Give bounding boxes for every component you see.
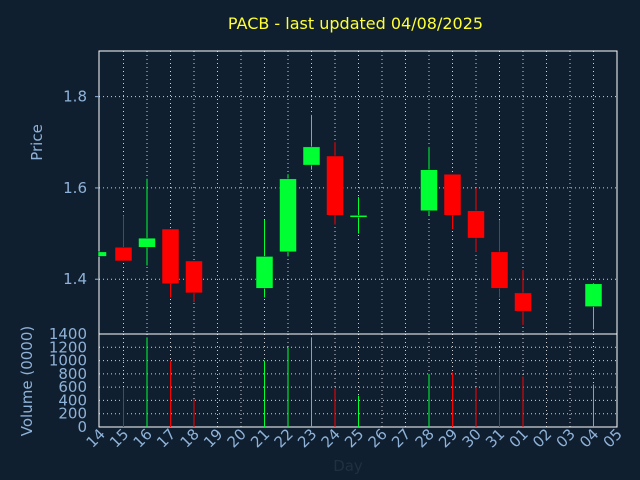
x-tick-label: 01 xyxy=(506,425,532,451)
x-tick-label: 31 xyxy=(482,425,508,451)
x-tick-label: 04 xyxy=(576,425,602,451)
x-tick-label: 25 xyxy=(341,425,367,451)
x-tick-label: 27 xyxy=(388,425,414,451)
x-tick-label: 05 xyxy=(600,425,626,451)
volume-y-tick-label: 1400 xyxy=(49,325,87,343)
candle-body xyxy=(584,283,603,307)
x-tick-label: 20 xyxy=(224,425,250,451)
volume-y-tick-label: 400 xyxy=(58,391,87,409)
x-tick-label: 23 xyxy=(294,425,320,451)
x-tick-label: 21 xyxy=(247,425,273,451)
candle-body xyxy=(467,210,485,239)
x-axis-label: Day xyxy=(333,457,363,475)
x-tick-label: 16 xyxy=(130,425,156,451)
candle-body xyxy=(443,173,462,216)
x-tick-label: 17 xyxy=(153,425,179,451)
candle-body xyxy=(302,146,321,166)
volume-y-tick-label: 800 xyxy=(58,365,87,383)
candle-body xyxy=(114,247,133,262)
price-y-axis-label: Price xyxy=(28,124,46,161)
x-tick-label: 24 xyxy=(318,425,344,451)
x-tick-label: 22 xyxy=(271,425,297,451)
price-y-tick-label: 1.8 xyxy=(63,88,87,106)
candle-body xyxy=(326,155,344,216)
x-tick-label: 30 xyxy=(459,425,485,451)
candle-body xyxy=(255,256,274,289)
x-tick-label: 18 xyxy=(177,425,203,451)
candle-body xyxy=(490,251,509,289)
price-y-tick-label: 1.4 xyxy=(63,270,87,288)
x-tick-label: 02 xyxy=(529,425,555,451)
candle-body xyxy=(185,260,203,294)
candle-body xyxy=(420,169,438,212)
candle-body xyxy=(349,215,368,218)
volume-y-tick-label: 600 xyxy=(58,378,87,396)
volume-y-tick-label: 1200 xyxy=(49,338,87,356)
candle-body xyxy=(97,251,107,257)
x-tick-label: 28 xyxy=(412,425,438,451)
candle-body xyxy=(514,292,532,312)
price-y-tick-label: 1.6 xyxy=(63,179,87,197)
candle-body xyxy=(161,228,180,285)
volume-y-tick-label: 1000 xyxy=(49,352,87,370)
x-tick-label: 03 xyxy=(553,425,579,451)
volume-y-tick-label: 0 xyxy=(77,418,87,436)
volume-y-tick-label: 200 xyxy=(58,405,87,423)
x-tick-label: 15 xyxy=(106,425,132,451)
x-tick-label: 29 xyxy=(435,425,461,451)
x-tick-label: 19 xyxy=(200,425,226,451)
candle-body xyxy=(279,178,297,253)
chart-title: PACB - last updated 04/08/2025 xyxy=(227,14,484,33)
candle-body xyxy=(138,237,156,248)
volume-y-axis-label: Volume (0000) xyxy=(18,326,36,436)
x-tick-label: 26 xyxy=(365,425,391,451)
